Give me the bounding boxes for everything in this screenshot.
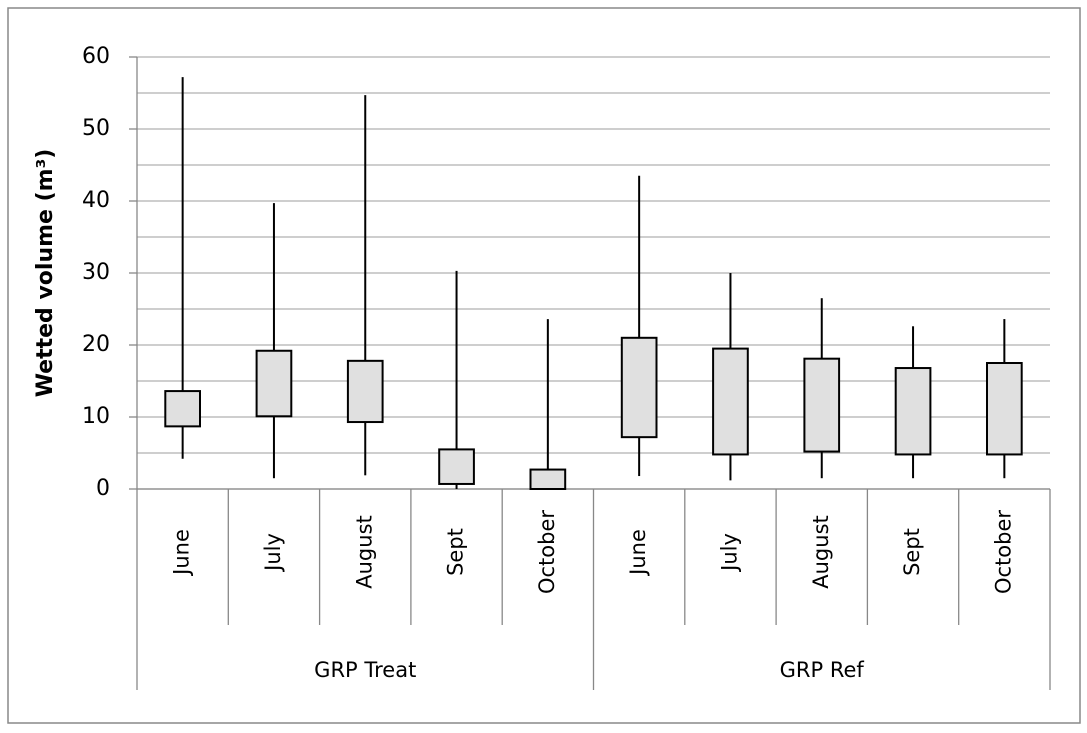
- y-tick-label: 30: [82, 260, 110, 285]
- group-label: GRP Treat: [314, 658, 416, 682]
- box: [255, 349, 293, 418]
- group-label: GRP Ref: [780, 658, 865, 682]
- y-tick-label: 60: [82, 44, 110, 69]
- box: [894, 367, 932, 456]
- y-tick-label: 40: [82, 188, 110, 213]
- chart-frame: [7, 7, 1081, 724]
- x-tick-label: August: [809, 515, 833, 589]
- box: [803, 357, 841, 453]
- x-tick-label: June: [170, 529, 194, 577]
- box: [164, 390, 201, 428]
- y-axis-label: Wetted volume (m³): [33, 149, 58, 398]
- box: [620, 336, 658, 439]
- y-tick-label: 0: [96, 476, 110, 501]
- box: [438, 448, 475, 485]
- box: [529, 468, 567, 490]
- y-tick-label: 20: [82, 332, 110, 357]
- x-tick-label: July: [717, 533, 741, 573]
- x-tick-label: October: [991, 510, 1015, 594]
- box: [986, 362, 1023, 456]
- y-tick-label: 50: [82, 116, 110, 141]
- box: [346, 359, 384, 424]
- x-tick-label: July: [261, 533, 285, 573]
- box: [712, 347, 749, 456]
- x-tick-label: October: [535, 510, 559, 594]
- x-tick-label: June: [626, 529, 650, 577]
- y-tick-label: 10: [82, 404, 110, 429]
- x-tick-label: Sept: [900, 528, 924, 576]
- x-tick-label: August: [352, 515, 376, 589]
- x-tick-label: Sept: [444, 528, 468, 576]
